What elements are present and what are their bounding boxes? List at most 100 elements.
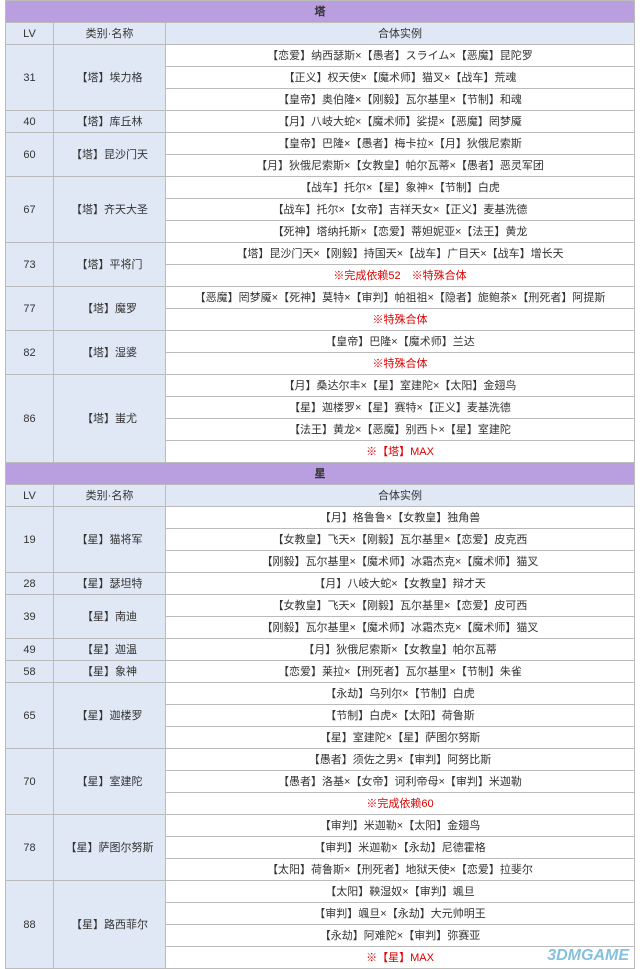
example-cell: 【战车】托尔×【女帝】吉祥天女×【正义】麦基洗德 xyxy=(166,199,635,221)
col-example-header: 合体实例 xyxy=(166,485,635,507)
example-cell: 【太阳】鞅湿奴×【审判】颯旦 xyxy=(166,881,635,903)
example-cell: 【法王】黄龙×【恶魔】别西卜×【星】室建陀 xyxy=(166,419,635,441)
table-row: 78【星】萨图尔努斯【审判】米迦勒×【太阳】金翅鸟 xyxy=(6,815,635,837)
example-cell: 【塔】昆沙门天×【刚毅】持国天×【战车】广目天×【战车】增长天 xyxy=(166,243,635,265)
example-cell: 【审判】米迦勒×【永劫】尼德霍格 xyxy=(166,837,635,859)
example-cell: 【永劫】阿难陀×【审判】弥赛亚 xyxy=(166,925,635,947)
example-cell: 【皇帝】巴隆×【魔术师】兰达 xyxy=(166,331,635,353)
example-cell: 【愚者】洛基×【女帝】诃利帝母×【审判】米迦勒 xyxy=(166,771,635,793)
table-row: 58【星】象神【恋爱】莱拉×【刑死者】瓦尔基里×【节制】朱雀 xyxy=(6,661,635,683)
name-cell: 【星】萨图尔努斯 xyxy=(54,815,166,881)
example-cell: 【恋爱】纳西瑟斯×【愚者】スライム×【恶魔】昆陀罗 xyxy=(166,45,635,67)
name-cell: 【星】迦楼罗 xyxy=(54,683,166,749)
name-cell: 【塔】魔罗 xyxy=(54,287,166,331)
lv-cell: 39 xyxy=(6,595,54,639)
example-cell: 【月】桑达尔丰×【星】室建陀×【太阳】金翅鸟 xyxy=(166,375,635,397)
example-cell: ※特殊合体 xyxy=(166,309,635,331)
name-cell: 【塔】库丘林 xyxy=(54,111,166,133)
table-row: 19【星】猫将军【月】格鲁鲁×【女教皇】独角兽 xyxy=(6,507,635,529)
table-row: 40【塔】库丘林【月】八岐大蛇×【魔术师】娑提×【恶魔】罔梦魇 xyxy=(6,111,635,133)
name-cell: 【塔】蚩尤 xyxy=(54,375,166,463)
example-cell: 【女教皇】飞天×【刚毅】瓦尔基里×【恋爱】皮可西 xyxy=(166,595,635,617)
table-row: 77【塔】魔罗【恶魔】罔梦魇×【死神】莫特×【审判】帕祖祖×【隐者】旎鲍茶×【刑… xyxy=(6,287,635,309)
example-cell: 【恶魔】罔梦魇×【死神】莫特×【审判】帕祖祖×【隐者】旎鲍茶×【刑死者】阿提斯 xyxy=(166,287,635,309)
lv-cell: 73 xyxy=(6,243,54,287)
lv-cell: 77 xyxy=(6,287,54,331)
example-cell: 【永劫】乌列尔×【节制】白虎 xyxy=(166,683,635,705)
table-row: 86【塔】蚩尤【月】桑达尔丰×【星】室建陀×【太阳】金翅鸟 xyxy=(6,375,635,397)
col-lv-header: LV xyxy=(6,23,54,45)
col-lv-header: LV xyxy=(6,485,54,507)
table-row: 31【塔】埃力格【恋爱】纳西瑟斯×【愚者】スライム×【恶魔】昆陀罗 xyxy=(6,45,635,67)
name-cell: 【塔】平将门 xyxy=(54,243,166,287)
example-cell: ※完成依赖60 xyxy=(166,793,635,815)
example-cell: 【节制】白虎×【太阳】荷鲁斯 xyxy=(166,705,635,727)
lv-cell: 58 xyxy=(6,661,54,683)
example-cell: 【皇帝】奥伯隆×【刚毅】瓦尔基里×【节制】和魂 xyxy=(166,89,635,111)
lv-cell: 67 xyxy=(6,177,54,243)
lv-cell: 88 xyxy=(6,881,54,969)
lv-cell: 28 xyxy=(6,573,54,595)
example-cell: ※特殊合体 xyxy=(166,353,635,375)
table-row: 65【星】迦楼罗【永劫】乌列尔×【节制】白虎 xyxy=(6,683,635,705)
table-row: 82【塔】湿婆【皇帝】巴隆×【魔术师】兰达 xyxy=(6,331,635,353)
example-cell: 【月】格鲁鲁×【女教皇】独角兽 xyxy=(166,507,635,529)
example-cell: 【审判】米迦勒×【太阳】金翅鸟 xyxy=(166,815,635,837)
col-example-header: 合体实例 xyxy=(166,23,635,45)
lv-cell: 49 xyxy=(6,639,54,661)
example-cell: 【皇帝】巴隆×【愚者】梅卡拉×【月】狄俄尼索斯 xyxy=(166,133,635,155)
section-header: 塔 xyxy=(6,1,635,23)
lv-cell: 31 xyxy=(6,45,54,111)
table-row: 28【星】瑟坦特【月】八岐大蛇×【女教皇】辩才天 xyxy=(6,573,635,595)
name-cell: 【塔】湿婆 xyxy=(54,331,166,375)
col-name-header: 类别·名称 xyxy=(54,485,166,507)
example-cell: 【月】八岐大蛇×【女教皇】辩才天 xyxy=(166,573,635,595)
name-cell: 【塔】齐天大圣 xyxy=(54,177,166,243)
name-cell: 【星】猫将军 xyxy=(54,507,166,573)
table-row: 39【星】南迪【女教皇】飞天×【刚毅】瓦尔基里×【恋爱】皮可西 xyxy=(6,595,635,617)
table-row: 88【星】路西菲尔【太阳】鞅湿奴×【审判】颯旦 xyxy=(6,881,635,903)
name-cell: 【星】象神 xyxy=(54,661,166,683)
lv-cell: 86 xyxy=(6,375,54,463)
name-cell: 【星】迦温 xyxy=(54,639,166,661)
example-cell: 【太阳】荷鲁斯×【刑死者】地狱天使×【恋爱】拉斐尔 xyxy=(166,859,635,881)
example-cell: ※【星】MAX xyxy=(166,947,635,969)
lv-cell: 82 xyxy=(6,331,54,375)
col-name-header: 类别·名称 xyxy=(54,23,166,45)
table-row: 73【塔】平将门【塔】昆沙门天×【刚毅】持国天×【战车】广目天×【战车】增长天 xyxy=(6,243,635,265)
name-cell: 【星】瑟坦特 xyxy=(54,573,166,595)
example-cell: 【星】迦楼罗×【星】赛特×【正义】麦基洗德 xyxy=(166,397,635,419)
table-row: 49【星】迦温【月】狄俄尼索斯×【女教皇】帕尔瓦蒂 xyxy=(6,639,635,661)
name-cell: 【星】路西菲尔 xyxy=(54,881,166,969)
fusion-table: 塔LV类别·名称合体实例31【塔】埃力格【恋爱】纳西瑟斯×【愚者】スライム×【恶… xyxy=(5,0,635,969)
example-cell: 【审判】颯旦×【永劫】大元帅明王 xyxy=(166,903,635,925)
example-cell: 【愚者】须佐之男×【审判】阿努比斯 xyxy=(166,749,635,771)
example-cell: 【死神】塔纳托斯×【恋爱】蒂妲妮亚×【法王】黄龙 xyxy=(166,221,635,243)
name-cell: 【星】南迪 xyxy=(54,595,166,639)
lv-cell: 40 xyxy=(6,111,54,133)
name-cell: 【塔】埃力格 xyxy=(54,45,166,111)
lv-cell: 78 xyxy=(6,815,54,881)
example-cell: 【刚毅】瓦尔基里×【魔术师】冰霜杰克×【魔术师】猫叉 xyxy=(166,617,635,639)
lv-cell: 70 xyxy=(6,749,54,815)
example-cell: 【正义】权天使×【魔术师】猫叉×【战车】荒魂 xyxy=(166,67,635,89)
name-cell: 【星】室建陀 xyxy=(54,749,166,815)
example-cell: ※【塔】MAX xyxy=(166,441,635,463)
example-cell: 【女教皇】飞天×【刚毅】瓦尔基里×【恋爱】皮克西 xyxy=(166,529,635,551)
example-cell: ※完成依赖52 ※特殊合体 xyxy=(166,265,635,287)
example-cell: 【刚毅】瓦尔基里×【魔术师】冰霜杰克×【魔术师】猫叉 xyxy=(166,551,635,573)
table-row: 60【塔】昆沙门天【皇帝】巴隆×【愚者】梅卡拉×【月】狄俄尼索斯 xyxy=(6,133,635,155)
example-cell: 【月】八岐大蛇×【魔术师】娑提×【恶魔】罔梦魇 xyxy=(166,111,635,133)
lv-cell: 19 xyxy=(6,507,54,573)
example-cell: 【星】室建陀×【星】萨图尔努斯 xyxy=(166,727,635,749)
section-header: 星 xyxy=(6,463,635,485)
table-row: 67【塔】齐天大圣【战车】托尔×【星】象神×【节制】白虎 xyxy=(6,177,635,199)
lv-cell: 60 xyxy=(6,133,54,177)
example-cell: 【战车】托尔×【星】象神×【节制】白虎 xyxy=(166,177,635,199)
example-cell: 【月】狄俄尼索斯×【女教皇】帕尔瓦蒂×【愚者】恶灵军团 xyxy=(166,155,635,177)
name-cell: 【塔】昆沙门天 xyxy=(54,133,166,177)
lv-cell: 65 xyxy=(6,683,54,749)
example-cell: 【恋爱】莱拉×【刑死者】瓦尔基里×【节制】朱雀 xyxy=(166,661,635,683)
example-cell: 【月】狄俄尼索斯×【女教皇】帕尔瓦蒂 xyxy=(166,639,635,661)
table-row: 70【星】室建陀【愚者】须佐之男×【审判】阿努比斯 xyxy=(6,749,635,771)
